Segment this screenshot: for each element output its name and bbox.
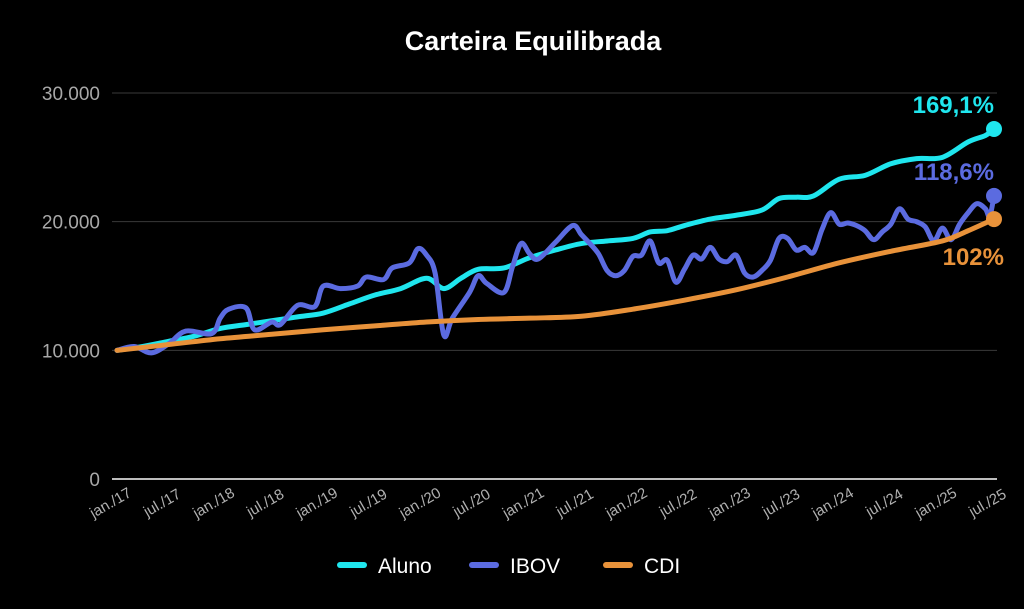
legend[interactable]: Aluno IBOV CDI	[337, 555, 680, 578]
end-point-cdi	[986, 211, 1002, 228]
chart-title: Carteira Equilibrada	[405, 26, 663, 56]
y-tick-label: 0	[89, 470, 100, 491]
end-point-ibov	[986, 187, 1002, 204]
end-label-ibov: 118,6%	[914, 159, 994, 186]
x-tick-label: jan./18	[189, 484, 237, 522]
x-axis: jan./17 jul./17 jan./18 jul./18 jan./19 jul./…	[86, 484, 1009, 522]
x-tick-label: jul./19	[346, 486, 390, 521]
x-tick-label: jan./23	[705, 484, 753, 522]
legend-item-aluno[interactable]: Aluno	[337, 555, 432, 578]
y-tick-label: 10.000	[42, 341, 100, 362]
x-tick-label: jul./22	[656, 486, 700, 521]
x-tick-label: jul./20	[449, 486, 493, 521]
x-tick-label: jan./22	[602, 484, 650, 522]
x-tick-label: jan./24	[808, 484, 856, 522]
series-line-cdi	[114, 216, 997, 353]
y-tick-label: 20.000	[42, 213, 100, 234]
x-tick-label: jul./25	[965, 486, 1009, 521]
end-point-aluno	[986, 121, 1002, 138]
legend-item-cdi[interactable]: CDI	[603, 555, 680, 578]
end-label-aluno: 169,1%	[913, 92, 994, 119]
x-tick-label: jan./21	[499, 484, 547, 522]
y-axis: 0 10.000 20.000 30.000	[42, 84, 100, 491]
legend-label: IBOV	[510, 555, 560, 578]
series-line-ibov	[114, 193, 997, 356]
x-tick-label: jul./18	[243, 486, 287, 521]
x-tick-label: jan./20	[396, 484, 444, 522]
y-tick-label: 30.000	[42, 84, 100, 105]
series-lines: 169,1% 118,6% 102%	[114, 92, 1004, 356]
x-tick-label: jul./23	[759, 486, 803, 521]
end-label-cdi: 102%	[943, 244, 1004, 271]
gridlines	[112, 92, 997, 480]
x-tick-label: jan./25	[912, 484, 960, 522]
x-tick-label: jan./19	[292, 484, 340, 522]
x-tick-label: jul./17	[140, 486, 184, 521]
legend-item-ibov[interactable]: IBOV	[469, 555, 560, 578]
legend-label: Aluno	[378, 555, 432, 578]
x-tick-label: jul./24	[862, 486, 906, 521]
series-line-aluno	[114, 126, 997, 353]
legend-label: CDI	[644, 555, 680, 578]
x-tick-label: jul./21	[553, 486, 597, 521]
